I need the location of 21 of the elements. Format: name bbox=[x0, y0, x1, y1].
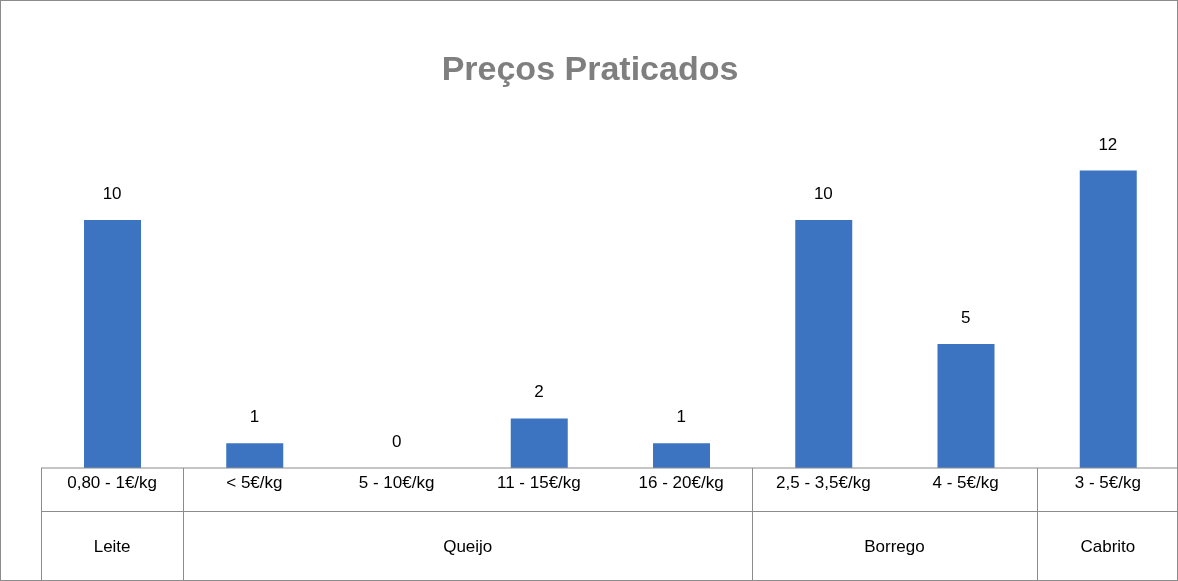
data-label: 5 bbox=[959, 308, 972, 329]
data-label: 12 bbox=[1097, 134, 1119, 155]
data-label: 2 bbox=[533, 382, 545, 403]
data-label: 1 bbox=[675, 407, 687, 428]
text: Cabrito bbox=[1036, 511, 1178, 581]
data-label: 0 bbox=[390, 432, 403, 452]
x-tick-label: 5 - 10€/kg bbox=[358, 473, 435, 493]
data-label: 10 bbox=[101, 184, 123, 205]
data-label: 10 bbox=[812, 184, 834, 205]
text: Leite bbox=[41, 511, 184, 581]
text: Queijo bbox=[183, 511, 753, 581]
x-tick-label: 4 - 5€/kg bbox=[932, 473, 999, 493]
x-tick-label: 11 - 15€/kg bbox=[496, 473, 581, 493]
x-tick-label: 2,5 - 3,5€/kg bbox=[776, 473, 871, 493]
data-label: 1 bbox=[248, 407, 261, 428]
text: Borrego bbox=[752, 511, 1037, 581]
x-tick-label: 3 - 5€/kg bbox=[1074, 473, 1141, 493]
x-tick-label: 0,80 - 1€/kg bbox=[67, 473, 158, 493]
chart-title: Preços Praticados bbox=[440, 49, 740, 88]
x-tick-label: 16 - 20€/kg bbox=[638, 473, 724, 493]
x-tick-label: < 5€/kg bbox=[226, 473, 283, 493]
